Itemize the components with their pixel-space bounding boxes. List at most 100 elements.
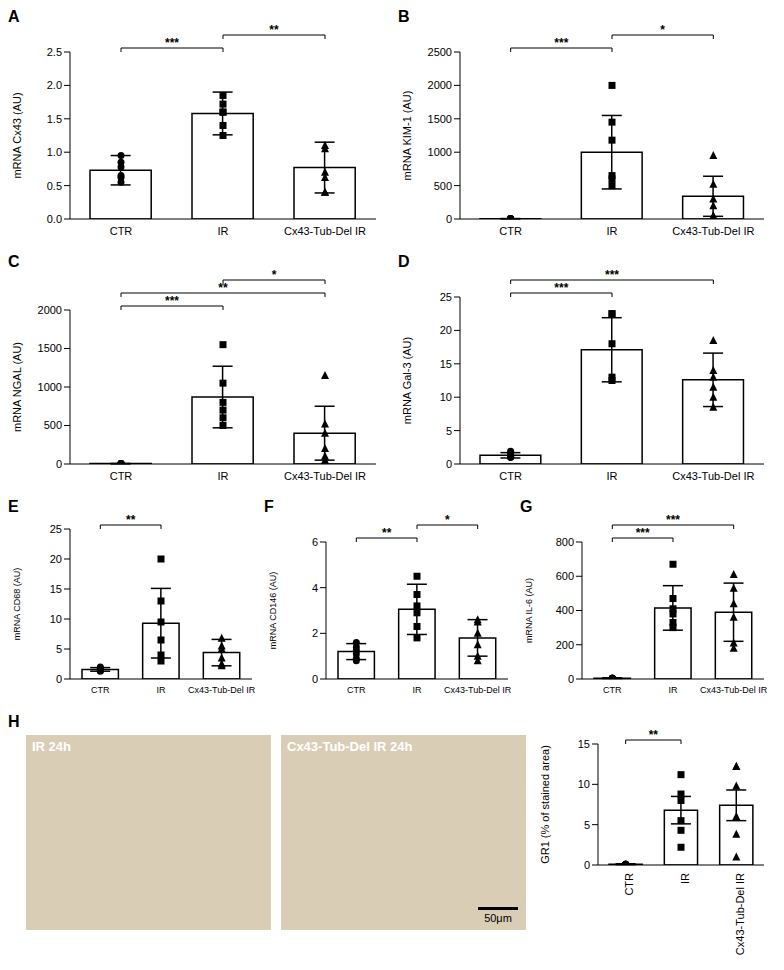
svg-text:0.0: 0.0 [47,213,62,225]
svg-text:1500: 1500 [428,113,452,125]
svg-text:mRNA CD68 (AU): mRNA CD68 (AU) [12,568,22,641]
html-text:E: E [8,498,19,515]
svg-text:***: *** [636,526,650,540]
svg-text:***: *** [554,36,568,50]
svg-text:2500: 2500 [428,46,452,58]
svg-text:mRNA KIM-1 (AU): mRNA KIM-1 (AU) [401,91,413,181]
svg-text:GR1 (% of stained area): GR1 (% of stained area) [539,745,551,864]
svg-text:CTR: CTR [623,873,635,896]
svg-text:***: *** [666,513,680,527]
svg-text:2.5: 2.5 [47,46,62,58]
svg-text:500: 500 [44,419,62,431]
svg-text:10: 10 [440,391,452,403]
svg-text:400: 400 [556,604,574,616]
svg-text:***: *** [165,36,179,50]
svg-text:mRNA CD146 (AU): mRNA CD146 (AU) [268,572,278,650]
svg-text:Cx43-Tub-Del IR: Cx43-Tub-Del IR [700,685,768,695]
svg-text:***: *** [554,281,568,295]
svg-text:IR: IR [218,470,229,482]
svg-text:Cx43-Tub-Del IR: Cx43-Tub-Del IR [284,225,366,237]
svg-text:0: 0 [56,458,62,470]
svg-text:Cx43-Tub-Del IR: Cx43-Tub-Del IR [188,685,256,695]
svg-text:*: * [272,268,277,282]
svg-text:*: * [660,23,665,37]
svg-text:Cx43-Tub-Del IR: Cx43-Tub-Del IR [672,470,754,482]
svg-text:IR: IR [607,470,618,482]
svg-text:**: ** [649,728,659,742]
html-text:C: C [8,253,20,270]
svg-text:1.0: 1.0 [47,146,62,158]
svg-text:**: ** [269,23,279,37]
svg-text:Cx43-Tub-Del IR: Cx43-Tub-Del IR [284,470,366,482]
svg-text:5: 5 [56,643,62,655]
svg-text:CTR: CTR [499,225,522,237]
html-text:50μm: 50μm [484,912,512,924]
svg-text:600: 600 [556,570,574,582]
svg-text:500: 500 [434,180,452,192]
svg-text:***: *** [165,294,179,308]
svg-text:2.0: 2.0 [47,79,62,91]
svg-text:1500: 1500 [38,342,62,354]
svg-text:0: 0 [446,458,452,470]
svg-text:CTR: CTR [499,470,522,482]
svg-text:2: 2 [312,627,318,639]
svg-text:200: 200 [556,639,574,651]
svg-text:0: 0 [568,673,574,685]
svg-text:0.5: 0.5 [47,180,62,192]
html-text:B: B [398,8,410,25]
html-text:A: A [8,8,20,25]
svg-text:CTR: CTR [603,685,622,695]
svg-text:Cx43-Tub-Del IR: Cx43-Tub-Del IR [444,685,512,695]
svg-text:0: 0 [312,673,318,685]
svg-text:5: 5 [446,425,452,437]
html-text:F: F [264,498,274,515]
html-text:IR 24h: IR 24h [32,739,71,754]
svg-text:10: 10 [50,613,62,625]
svg-text:IR: IR [157,685,167,695]
html-text:H: H [8,713,20,730]
svg-text:0: 0 [584,859,590,871]
svg-text:IR: IR [607,225,618,237]
svg-text:15: 15 [50,583,62,595]
html-text:D: D [398,253,410,270]
svg-text:1000: 1000 [428,146,452,158]
svg-text:mRNA Cx43 (AU): mRNA Cx43 (AU) [11,92,23,178]
svg-text:1.5: 1.5 [47,113,62,125]
svg-text:2000: 2000 [428,79,452,91]
svg-text:CTR: CTR [347,685,366,695]
svg-text:CTR: CTR [110,470,133,482]
svg-text:mRNA IL-6 (AU): mRNA IL-6 (AU) [524,578,534,643]
svg-text:**: ** [218,281,228,295]
svg-text:10: 10 [578,778,590,790]
svg-text:6: 6 [312,536,318,548]
svg-text:2000: 2000 [38,304,62,316]
svg-text:800: 800 [556,536,574,548]
svg-text:15: 15 [578,738,590,750]
svg-text:CTR: CTR [91,685,110,695]
svg-text:**: ** [382,526,392,540]
svg-text:mRNA NGAL (AU): mRNA NGAL (AU) [11,342,23,432]
svg-text:5: 5 [584,819,590,831]
svg-text:0: 0 [446,213,452,225]
svg-text:20: 20 [50,553,62,565]
svg-text:mRNA Gal-3 (AU): mRNA Gal-3 (AU) [401,337,413,424]
svg-text:1000: 1000 [38,381,62,393]
html-text:Cx43-Tub-Del IR 24h: Cx43-Tub-Del IR 24h [287,739,413,754]
svg-text:Cx43-Tub-Del IR: Cx43-Tub-Del IR [672,225,754,237]
svg-text:Cx43-Tub-Del IR: Cx43-Tub-Del IR [734,873,746,955]
svg-text:IR: IR [669,685,679,695]
svg-text:IR: IR [218,225,229,237]
svg-text:**: ** [126,513,136,527]
svg-text:4: 4 [312,582,318,594]
svg-text:0: 0 [56,673,62,685]
svg-text:IR: IR [413,685,423,695]
svg-text:*: * [445,513,450,527]
html-text:G: G [520,498,533,515]
svg-text:CTR: CTR [110,225,133,237]
svg-text:15: 15 [440,358,452,370]
svg-text:25: 25 [440,291,452,303]
svg-text:20: 20 [440,324,452,336]
svg-text:25: 25 [50,523,62,535]
svg-text:***: *** [605,268,619,282]
svg-text:IR: IR [679,873,691,884]
